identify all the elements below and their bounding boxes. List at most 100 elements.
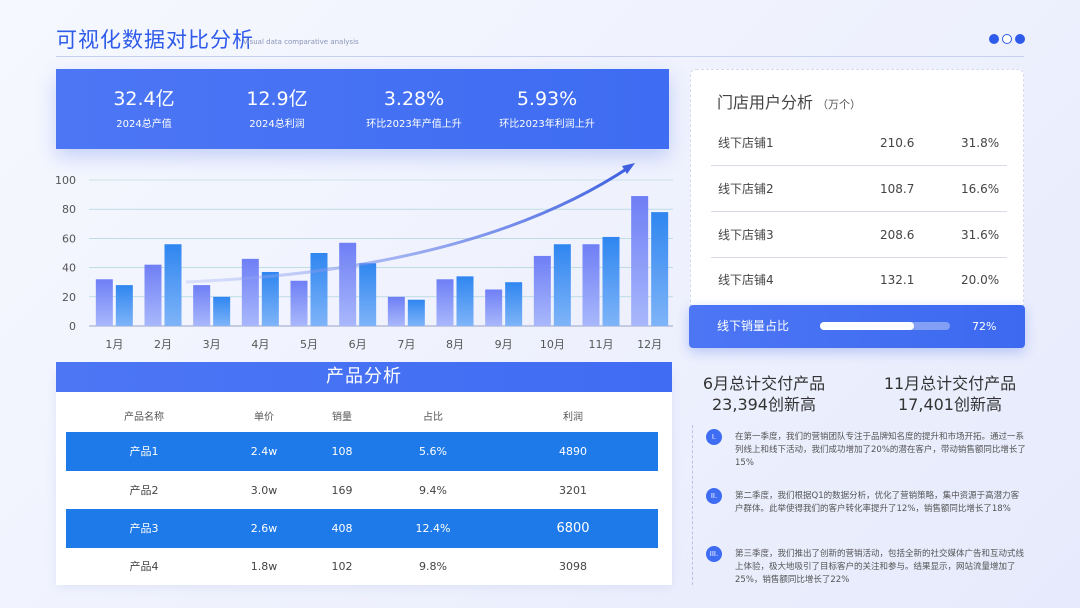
bar-12月-series-1[interactable] <box>631 196 649 326</box>
col-header-qty: 销量 <box>332 412 352 423</box>
bar-3月-series-2[interactable] <box>213 296 231 326</box>
offline-ratio-fill <box>820 322 914 330</box>
bar-5月-series-2[interactable] <box>310 253 328 326</box>
bar-5月-series-1[interactable] <box>290 280 308 326</box>
kpi-total-profit: 12.9亿 2024总利润 <box>202 87 352 130</box>
store-analysis-card <box>690 69 1024 319</box>
highlight-line1: 11月总计交付产品 <box>883 374 1017 393</box>
x-tick-label: 2月 <box>154 338 172 351</box>
note-number-badge: I. <box>706 429 722 445</box>
cell-price: 2.6w <box>250 522 278 535</box>
store-card-title: 门店用户分析 （万个） <box>717 89 861 113</box>
store-share: 31.6% <box>961 228 1000 242</box>
notes-timeline <box>692 425 693 585</box>
store-row[interactable]: 线下店铺3 208.6 31.6% <box>711 212 1007 258</box>
cell-qty: 108 <box>331 445 353 458</box>
cell-name: 产品1 <box>129 445 159 458</box>
header-divider <box>56 56 1024 57</box>
offline-ratio-value: 72% <box>972 320 997 333</box>
table-row[interactable]: 产品4 1.8w 102 9.8% 3098 <box>66 547 658 586</box>
page-dot-3[interactable] <box>1015 34 1025 44</box>
kpi-value: 3.28% <box>383 88 445 110</box>
bar-9月-series-1[interactable] <box>485 289 503 327</box>
kpi-label: 2024总利润 <box>249 119 305 130</box>
offline-ratio-label: 线下销量占比 <box>717 319 790 333</box>
cell-name: 产品3 <box>129 522 159 535</box>
kpi-value: 32.4亿 <box>113 88 175 110</box>
bar-1月-series-2[interactable] <box>115 285 133 326</box>
cell-share: 12.4% <box>415 522 451 535</box>
x-tick-label: 11月 <box>589 338 614 351</box>
cell-name: 产品2 <box>129 484 159 497</box>
highlight-november: 11月总计交付产品 17,401创新高 <box>860 373 1040 415</box>
product-table-card <box>56 372 672 585</box>
table-row[interactable]: 产品2 3.0w 169 9.4% 3201 <box>66 471 658 510</box>
store-value: 108.7 <box>880 182 915 196</box>
col-header-price: 单价 <box>254 412 274 423</box>
kpi-profit-growth: 5.93% 环比2023年利润上升 <box>472 87 622 130</box>
col-header-profit: 利润 <box>563 412 583 423</box>
row-divider <box>711 257 1007 258</box>
store-share: 31.8% <box>961 136 1000 150</box>
store-share: 16.6% <box>961 182 1000 196</box>
bar-6月-series-1[interactable] <box>339 242 357 326</box>
table-row[interactable]: 产品1 2.4w 108 5.6% 4890 <box>66 432 658 471</box>
bar-9月-series-2[interactable] <box>505 282 523 326</box>
store-name: 线下店铺1 <box>718 136 774 150</box>
store-value: 210.6 <box>880 136 915 150</box>
cell-name: 产品4 <box>129 560 159 573</box>
kpi-banner: 32.4亿 2024总产值 12.9亿 2024总利润 3.28% 环比2023… <box>56 69 669 149</box>
bar-7月-series-1[interactable] <box>387 296 405 326</box>
page-dot-2[interactable] <box>1002 34 1012 44</box>
chart-bars <box>95 196 669 327</box>
x-tick-label: 3月 <box>203 338 221 351</box>
store-name: 线下店铺4 <box>718 273 774 287</box>
store-row[interactable]: 线下店铺1 210.6 31.8% <box>711 120 1007 166</box>
y-tick-label: 0 <box>69 320 76 333</box>
store-unit: （万个） <box>817 98 862 111</box>
store-row[interactable]: 线下店铺2 108.7 16.6% <box>711 166 1007 212</box>
bar-3月-series-1[interactable] <box>193 285 211 326</box>
kpi-label: 2024总产值 <box>116 119 172 130</box>
store-name: 线下店铺3 <box>718 228 774 242</box>
chart-gridlines <box>89 179 673 327</box>
bar-10月-series-1[interactable] <box>533 255 551 326</box>
bar-8月-series-2[interactable] <box>456 276 474 326</box>
bar-4月-series-1[interactable] <box>241 258 259 326</box>
bar-1月-series-1[interactable] <box>95 279 113 326</box>
kpi-output-growth: 3.28% 环比2023年产值上升 <box>339 87 489 130</box>
bar-11月-series-1[interactable] <box>582 244 600 326</box>
note-text: 第二季度，我们根据Q1的数据分析，优化了营销策略，集中资源于高潜力客户群体。此举… <box>735 491 1020 514</box>
x-tick-label: 8月 <box>446 338 464 351</box>
bar-2月-series-2[interactable] <box>164 244 182 326</box>
kpi-value: 5.93% <box>516 88 578 110</box>
cell-profit: 3098 <box>559 560 587 573</box>
product-title-bar <box>56 362 672 392</box>
bar-4月-series-2[interactable] <box>261 271 279 326</box>
x-tick-label: 1月 <box>105 338 123 351</box>
bar-2月-series-1[interactable] <box>144 264 162 326</box>
highlight-line2: 23,394创新高 <box>712 395 816 414</box>
page-title: 可视化数据对比分析 <box>56 28 254 52</box>
table-row[interactable]: 产品3 2.6w 408 12.4% 6800 <box>66 509 658 548</box>
y-tick-label: 60 <box>62 232 76 245</box>
y-tick-label: 80 <box>62 203 76 216</box>
bar-10月-series-2[interactable] <box>553 244 571 326</box>
trend-arrow <box>185 164 632 284</box>
bar-11月-series-2[interactable] <box>602 236 620 326</box>
cell-share: 9.8% <box>419 560 447 573</box>
store-row[interactable]: 线下店铺4 132.1 20.0% <box>711 257 1007 303</box>
bar-7月-series-2[interactable] <box>407 299 425 326</box>
kpi-label: 环比2023年产值上升 <box>366 119 462 130</box>
row-divider <box>711 211 1007 212</box>
page-dot-1[interactable] <box>989 34 999 44</box>
cell-profit: 4890 <box>559 445 587 458</box>
highlight-june: 6月总计交付产品 23,394创新高 <box>674 373 854 415</box>
note-number-badge: II. <box>706 488 722 504</box>
bar-12月-series-2[interactable] <box>651 212 669 326</box>
bar-8月-series-1[interactable] <box>436 279 454 326</box>
x-tick-label: 5月 <box>300 338 318 351</box>
x-tick-label: 7月 <box>397 338 415 351</box>
bar-6月-series-2[interactable] <box>359 263 377 326</box>
cell-profit: 3201 <box>559 484 587 497</box>
